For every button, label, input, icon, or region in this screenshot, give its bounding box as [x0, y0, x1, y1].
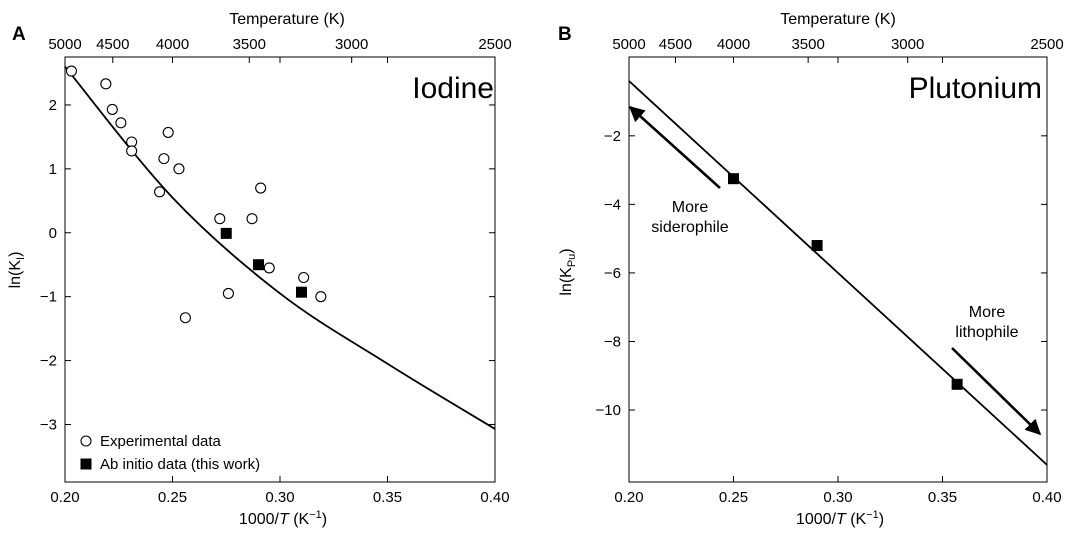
experimental-point: [126, 145, 138, 157]
panel-a: A Temperature (K) Iodine 0.20 0.25 0.30 0.3…: [7, 11, 512, 528]
panel-b-fit-line-group: [628, 80, 1048, 466]
y-tick-label: −1: [40, 289, 57, 306]
top-tick-label: 3000: [335, 36, 368, 53]
experimental-point: [179, 312, 191, 324]
experimental-point: [222, 287, 234, 300]
x-tick-label: 0.30: [823, 489, 852, 506]
panel-a-plot-frame: [64, 56, 496, 483]
ab-initio-point: [220, 227, 232, 239]
y-tick-label: 1: [49, 161, 57, 178]
experimental-point: [255, 182, 267, 194]
top-tick-label: 3500: [233, 36, 266, 53]
lithophile-annotation: More lithophile: [955, 304, 1018, 341]
x-tick-label: 0.25: [158, 489, 187, 506]
y-tick-label: 0: [49, 225, 57, 242]
y-tick-label: −4: [604, 196, 621, 213]
y-tick-label: −8: [604, 333, 621, 350]
x-tick-label: 0.40: [1032, 489, 1061, 506]
experimental-point: [115, 117, 127, 129]
panel-b-axes: 0.20 0.25 0.30 0.35 0.40 −10 −8 −6 −4 −2 5000 4500 4…: [596, 36, 1064, 506]
experimental-point: [298, 271, 310, 284]
experimental-point: [214, 213, 226, 225]
panel-b-x-axis-title: 1000/T (K−1): [796, 509, 884, 528]
panel-b-top-axis-title: Temperature (K): [780, 11, 896, 28]
legend-ab-initio-label: Ab initio data (this work): [100, 456, 260, 473]
top-tick-label: 3000: [891, 36, 924, 53]
fit-line: [64, 66, 496, 430]
panel-a-x-axis-title: 1000/T (K−1): [239, 509, 327, 528]
top-tick-label: 2500: [1030, 36, 1063, 53]
panel-a-legend: Experimental data Ab initio data (this w…: [80, 433, 260, 473]
ab-initio-point: [296, 286, 307, 298]
top-tick-label: 4500: [96, 36, 129, 53]
y-tick-label: −6: [604, 265, 621, 282]
panel-b-title: Plutonium: [909, 72, 1042, 105]
x-tick-label: 0.20: [50, 489, 79, 506]
x-tick-label: 0.35: [373, 489, 402, 506]
experimental-point: [65, 65, 77, 77]
ab-initio-point: [253, 259, 264, 271]
panel-b-points: [728, 173, 963, 390]
experimental-point: [315, 291, 327, 303]
ab-initio-point: [951, 378, 963, 390]
experimental-point: [263, 262, 275, 274]
panel-b-y-axis-title: ln(KPu): [558, 248, 578, 295]
panel-a-top-axis-title: Temperature (K): [229, 11, 345, 28]
lithophile-arrow: [951, 347, 1042, 436]
legend-open-circle-marker: [80, 435, 92, 447]
legend-filled-square-marker: [80, 458, 92, 470]
siderophile-arrow: [628, 105, 721, 189]
experimental-point: [162, 126, 174, 138]
experimental-point: [173, 163, 185, 175]
y-tick-label: 2: [49, 97, 57, 114]
top-tick-label: 5000: [612, 36, 645, 53]
panel-a-y-axis-title: ln(KI): [7, 252, 27, 289]
top-tick-label: 5000: [48, 36, 81, 53]
x-tick-label: 0.30: [265, 489, 294, 506]
panel-a-title: Iodine: [412, 72, 494, 105]
panel-b: B Temperature (K) Plutonium 0.20 0.25 0.30…: [558, 11, 1064, 528]
y-tick-label: −3: [40, 416, 57, 433]
experimental-point: [158, 153, 170, 165]
x-tick-label: 0.40: [480, 489, 509, 506]
experimental-point: [106, 103, 118, 115]
panel-a-letter: A: [12, 24, 26, 45]
siderophile-annotation: More siderophile: [651, 199, 728, 236]
x-tick-label: 0.20: [614, 489, 643, 506]
fit-line: [628, 80, 1048, 466]
ab-initio-point: [811, 240, 823, 252]
y-tick-label: −2: [40, 353, 57, 370]
top-tick-label: 4000: [717, 36, 750, 53]
legend-experimental-label: Experimental data: [100, 433, 222, 450]
panel-b-letter: B: [558, 24, 572, 45]
panel-a-fit-curve-group: [64, 66, 496, 430]
top-tick-label: 3500: [791, 36, 824, 53]
experimental-point: [246, 213, 258, 225]
experimental-point: [154, 186, 166, 198]
experimental-point: [100, 78, 112, 90]
ab-initio-point: [728, 173, 739, 185]
top-tick-label: 4000: [156, 36, 189, 53]
panel-a-axes: 0.20 0.25 0.30 0.35 0.40 −3 −2 −1 0 1 2 5000 4500 400…: [40, 36, 512, 506]
x-tick-label: 0.25: [719, 489, 748, 506]
panel-a-points: [65, 65, 327, 324]
panel-b-plot-frame: [628, 56, 1048, 483]
y-tick-label: −2: [604, 128, 621, 145]
x-tick-label: 0.35: [928, 489, 957, 506]
top-tick-label: 4500: [659, 36, 692, 53]
y-tick-label: −10: [596, 402, 621, 419]
top-tick-label: 2500: [478, 36, 511, 53]
